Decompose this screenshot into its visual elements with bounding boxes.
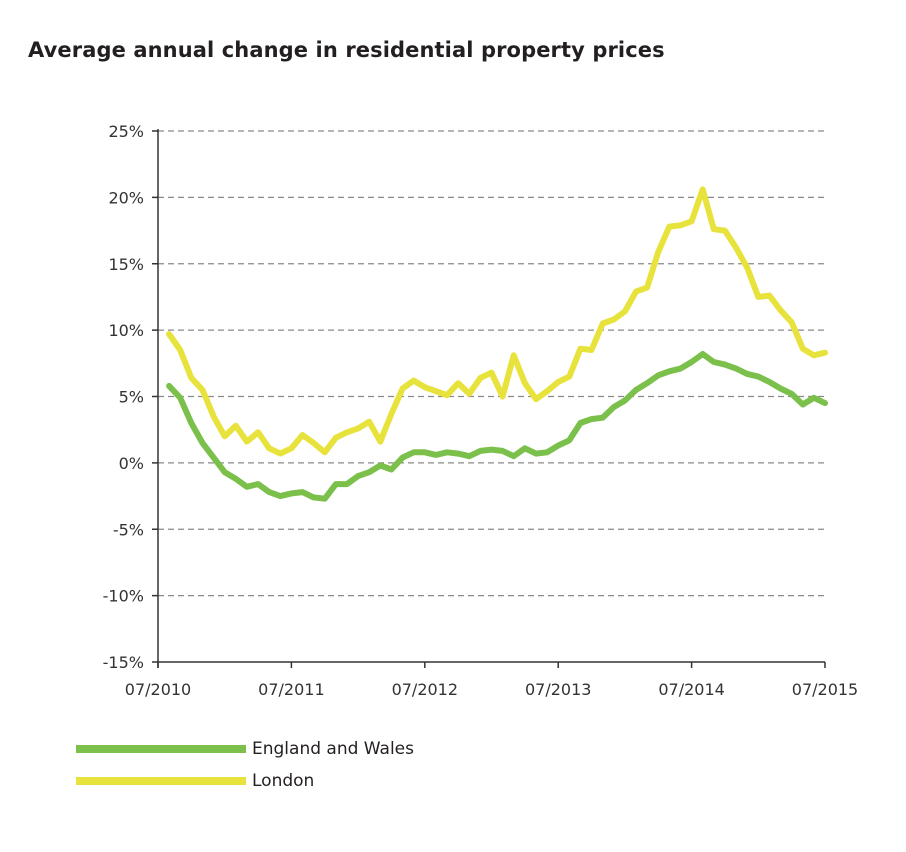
legend-label: London bbox=[252, 771, 315, 791]
legend-swatch-england-and-wales bbox=[76, 745, 246, 753]
y-tick-label: 20% bbox=[108, 188, 144, 207]
y-tick-label: -5% bbox=[113, 520, 144, 539]
y-tick-label: 5% bbox=[119, 388, 144, 407]
series-line-london bbox=[166, 186, 828, 457]
y-axis-ticks: -15% -10% -5% 0% 5% 10% 15% 20% 25% bbox=[103, 122, 158, 672]
x-tick-label: 07/2010 bbox=[125, 680, 191, 699]
x-tick-label: 07/2012 bbox=[392, 680, 458, 699]
series-line-england-and-wales bbox=[166, 351, 828, 502]
x-tick-label: 07/2014 bbox=[658, 680, 724, 699]
axes bbox=[157, 129, 825, 668]
legend: England and Wales London bbox=[76, 733, 414, 797]
series-lines bbox=[166, 186, 828, 502]
legend-item-london: London bbox=[76, 765, 414, 797]
x-tick-label: 07/2011 bbox=[258, 680, 324, 699]
legend-label: England and Wales bbox=[252, 739, 414, 759]
y-tick-label: 15% bbox=[108, 255, 144, 274]
gridlines bbox=[158, 130, 825, 597]
legend-item-england-and-wales: England and Wales bbox=[76, 733, 414, 765]
legend-swatch-london bbox=[76, 777, 246, 785]
y-tick-label: 0% bbox=[119, 454, 144, 473]
chart-title: Average annual change in residential pro… bbox=[28, 38, 665, 62]
y-tick-label: 10% bbox=[108, 321, 144, 340]
x-tick-label: 07/2015 bbox=[792, 680, 858, 699]
x-axis-ticks: 07/2010 07/2011 07/2012 07/2013 07/2014 07/20… bbox=[125, 662, 858, 699]
y-tick-label: -10% bbox=[103, 587, 144, 606]
x-tick-label: 07/2013 bbox=[525, 680, 591, 699]
y-tick-label: 25% bbox=[108, 122, 144, 141]
y-tick-label: -15% bbox=[103, 653, 144, 672]
